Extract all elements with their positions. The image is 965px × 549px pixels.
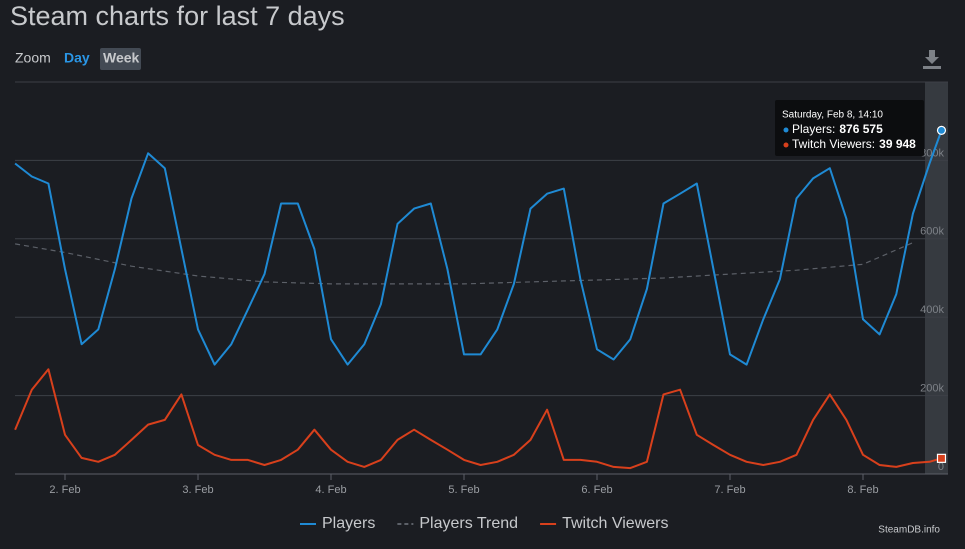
zoom-week-bg[interactable] (100, 48, 141, 70)
tooltip-value: 876 575 (839, 122, 883, 136)
tooltip-box (775, 100, 924, 156)
tooltip-dot (783, 127, 789, 133)
tooltip-title: Saturday, Feb 8, 14:10 (782, 110, 883, 121)
x-tick-label: 5. Feb (448, 484, 479, 496)
x-tick-label: 3. Feb (182, 484, 213, 496)
series-line (14, 368, 942, 470)
x-tick-label: 8. Feb (847, 484, 878, 496)
legend-label: Players Trend (419, 515, 518, 532)
tooltip-label: Twitch Viewers: (792, 137, 875, 151)
legend-label: Players (322, 515, 375, 532)
chart-title: Steam charts for last 7 days (10, 1, 345, 31)
zoom-week[interactable]: Week (103, 50, 140, 66)
y-tick-label: 600k (920, 226, 944, 238)
y-tick-label: 200k (920, 383, 944, 395)
download-icon[interactable] (923, 50, 941, 69)
x-tick-label: 7. Feb (714, 484, 745, 496)
credit: SteamDB.info (878, 525, 940, 536)
hover-band (925, 82, 948, 474)
hover-point (936, 453, 947, 463)
x-tick-label: 4. Feb (315, 484, 346, 496)
tooltip-value: 39 948 (879, 137, 916, 151)
y-tick-label: 0 (938, 461, 944, 473)
series-line (14, 130, 943, 366)
zoom-label: Zoom (15, 50, 51, 66)
legend-label: Twitch Viewers (562, 515, 668, 532)
tooltip-label: Players: (792, 122, 835, 136)
tooltip-dot (783, 142, 789, 148)
y-tick-label: 400k (920, 304, 944, 316)
x-tick-label: 6. Feb (581, 484, 612, 496)
series-line (14, 242, 914, 285)
x-tick-label: 2. Feb (49, 484, 80, 496)
zoom-day[interactable]: Day (64, 50, 90, 66)
hover-point (936, 125, 947, 135)
